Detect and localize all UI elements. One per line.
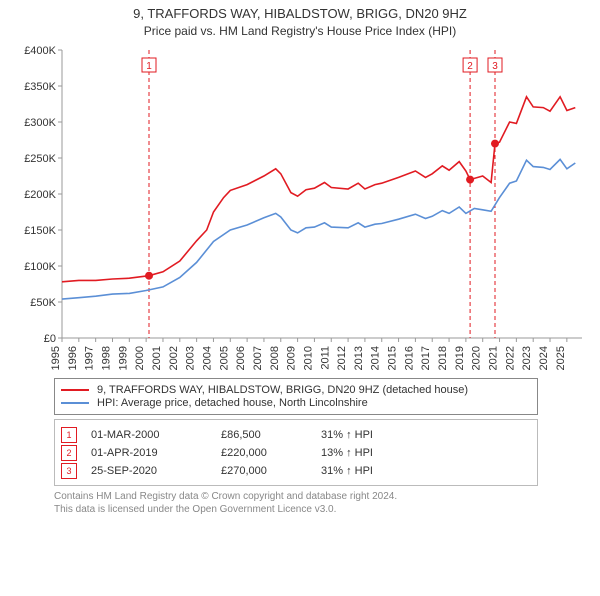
sale-price: £270,000	[221, 465, 321, 477]
svg-text:2008: 2008	[269, 346, 281, 370]
attribution-line: Contains HM Land Registry data © Crown c…	[54, 491, 590, 504]
sale-dot	[466, 176, 474, 184]
sale-row-marker: 2	[61, 445, 77, 461]
legend-swatch	[61, 402, 89, 404]
svg-text:2024: 2024	[538, 346, 550, 370]
svg-text:£400K: £400K	[24, 45, 56, 57]
sale-marker-number: 2	[467, 61, 473, 72]
svg-text:2006: 2006	[235, 346, 247, 370]
svg-text:2014: 2014	[370, 346, 382, 370]
svg-text:2013: 2013	[353, 346, 365, 370]
svg-text:2020: 2020	[471, 346, 483, 370]
sales-table: 101-MAR-2000£86,50031% ↑ HPI201-APR-2019…	[54, 419, 538, 486]
sale-pct: 31% ↑ HPI	[321, 465, 421, 477]
legend-label: 9, TRAFFORDS WAY, HIBALDSTOW, BRIGG, DN2…	[97, 384, 468, 396]
svg-text:£100K: £100K	[24, 261, 56, 273]
svg-text:2003: 2003	[185, 346, 197, 370]
svg-text:2007: 2007	[252, 346, 264, 370]
svg-text:2016: 2016	[403, 346, 415, 370]
svg-text:2023: 2023	[521, 346, 533, 370]
svg-text:2012: 2012	[336, 346, 348, 370]
svg-text:2002: 2002	[168, 346, 180, 370]
sale-price: £86,500	[221, 429, 321, 441]
svg-text:2015: 2015	[387, 346, 399, 370]
attribution: Contains HM Land Registry data © Crown c…	[54, 491, 590, 516]
svg-text:1995: 1995	[50, 346, 62, 370]
sale-row-marker: 1	[61, 427, 77, 443]
sale-pct: 31% ↑ HPI	[321, 429, 421, 441]
attribution-line: This data is licensed under the Open Gov…	[54, 504, 590, 517]
svg-text:1998: 1998	[100, 346, 112, 370]
svg-text:1999: 1999	[117, 346, 129, 370]
svg-text:£300K: £300K	[24, 117, 56, 129]
svg-text:£350K: £350K	[24, 81, 56, 93]
sale-dot	[491, 140, 499, 148]
legend: 9, TRAFFORDS WAY, HIBALDSTOW, BRIGG, DN2…	[54, 378, 538, 415]
sale-row-marker: 3	[61, 463, 77, 479]
sale-dot	[145, 272, 153, 280]
series-property	[62, 97, 575, 282]
legend-row: HPI: Average price, detached house, Nort…	[61, 397, 531, 409]
svg-text:2025: 2025	[555, 346, 567, 370]
svg-text:£150K: £150K	[24, 225, 56, 237]
sale-row: 1 01-MAR-2000£86,50031% ↑ HPI	[61, 427, 531, 443]
svg-text:2009: 2009	[286, 346, 298, 370]
svg-text:2005: 2005	[218, 346, 230, 370]
svg-text:£200K: £200K	[24, 189, 56, 201]
svg-text:2021: 2021	[488, 346, 500, 370]
svg-text:2011: 2011	[319, 346, 331, 370]
sale-price: £220,000	[221, 447, 321, 459]
svg-text:£250K: £250K	[24, 153, 56, 165]
svg-text:2018: 2018	[437, 346, 449, 370]
page-title: 9, TRAFFORDS WAY, HIBALDSTOW, BRIGG, DN2…	[8, 6, 592, 22]
svg-text:2001: 2001	[151, 346, 163, 370]
legend-row: 9, TRAFFORDS WAY, HIBALDSTOW, BRIGG, DN2…	[61, 384, 531, 396]
legend-swatch	[61, 389, 89, 391]
svg-text:2019: 2019	[454, 346, 466, 370]
sale-marker-number: 1	[146, 61, 152, 72]
sale-date: 01-MAR-2000	[91, 429, 221, 441]
page-subtitle: Price paid vs. HM Land Registry's House …	[8, 24, 592, 38]
svg-text:£50K: £50K	[30, 297, 56, 309]
svg-text:2010: 2010	[302, 346, 314, 370]
series-hpi	[62, 160, 575, 300]
svg-text:2022: 2022	[504, 346, 516, 370]
sale-marker-number: 3	[492, 61, 498, 72]
svg-text:2000: 2000	[134, 346, 146, 370]
legend-label: HPI: Average price, detached house, Nort…	[97, 397, 368, 409]
sale-row: 3 25-SEP-2020£270,00031% ↑ HPI	[61, 463, 531, 479]
sale-row: 2 01-APR-2019£220,00013% ↑ HPI	[61, 445, 531, 461]
svg-text:2004: 2004	[201, 346, 213, 370]
sale-pct: 13% ↑ HPI	[321, 447, 421, 459]
price-chart: £0 £50K £100K £150K £200K £250K £300K £350K £400…	[8, 42, 592, 372]
svg-text:1997: 1997	[84, 346, 96, 370]
svg-text:1996: 1996	[67, 346, 79, 370]
sale-date: 01-APR-2019	[91, 447, 221, 459]
svg-text:£0: £0	[44, 333, 56, 345]
svg-text:2017: 2017	[420, 346, 432, 370]
sale-date: 25-SEP-2020	[91, 465, 221, 477]
